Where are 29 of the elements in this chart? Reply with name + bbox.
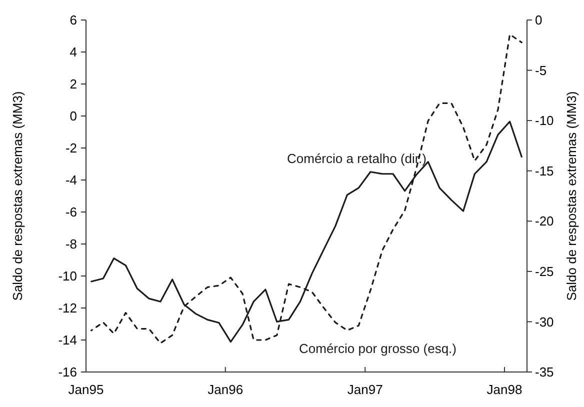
y-tick-label: -4 bbox=[65, 172, 77, 188]
y2-tick-label: -20 bbox=[535, 214, 554, 229]
y2-tick-label: -15 bbox=[535, 163, 554, 178]
y2-axis-title: Saldo de respostas extremas (MM3) bbox=[564, 91, 579, 301]
x-tick-label: Jan98 bbox=[486, 382, 522, 397]
y-tick-label: 4 bbox=[70, 44, 77, 60]
y-tick-label: 6 bbox=[70, 12, 77, 28]
line-series bbox=[90, 34, 522, 344]
y-tick-label: 2 bbox=[70, 76, 77, 92]
x-tick-label: Jan95 bbox=[68, 382, 104, 397]
y2-tick-label: -10 bbox=[535, 113, 554, 128]
y2-tick-label: -25 bbox=[535, 264, 554, 279]
y-tick-label: -2 bbox=[65, 140, 77, 156]
y-tick-label: -16 bbox=[58, 364, 77, 380]
y-tick-label: 0 bbox=[70, 108, 77, 124]
y2-tick-label: 0 bbox=[535, 12, 542, 28]
y2-tick-label: -35 bbox=[535, 364, 554, 380]
y2-tick-label: -5 bbox=[535, 62, 547, 78]
y2-tick-label: -30 bbox=[535, 314, 554, 330]
y-tick-label: -14 bbox=[58, 332, 77, 348]
x-tick-label: Jan96 bbox=[208, 382, 244, 397]
x-tick-label: Jan97 bbox=[347, 382, 383, 397]
series-label: Comércio a retalho (dir.) bbox=[287, 151, 426, 166]
series-label: Comércio por grosso (esq.) bbox=[299, 341, 456, 356]
y-tick-label: -12 bbox=[58, 300, 77, 316]
y-tick-label: -8 bbox=[65, 236, 77, 252]
y-tick-label: -10 bbox=[58, 268, 77, 284]
y-tick-label: -6 bbox=[65, 204, 77, 220]
y-axis-title: Saldo de respostas extremas (MM3) bbox=[10, 91, 25, 301]
